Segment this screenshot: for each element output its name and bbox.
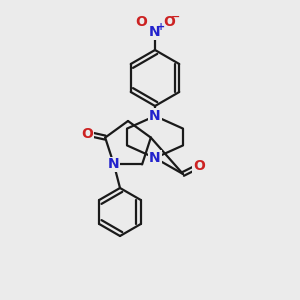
Text: O: O — [81, 127, 93, 141]
Text: N: N — [108, 158, 120, 171]
Text: −: − — [171, 12, 181, 22]
Text: O: O — [163, 15, 175, 29]
Text: N: N — [149, 109, 161, 123]
Text: N: N — [149, 25, 161, 39]
Text: O: O — [135, 15, 147, 29]
Text: O: O — [193, 159, 205, 173]
Text: +: + — [157, 22, 165, 32]
Text: N: N — [149, 151, 161, 165]
